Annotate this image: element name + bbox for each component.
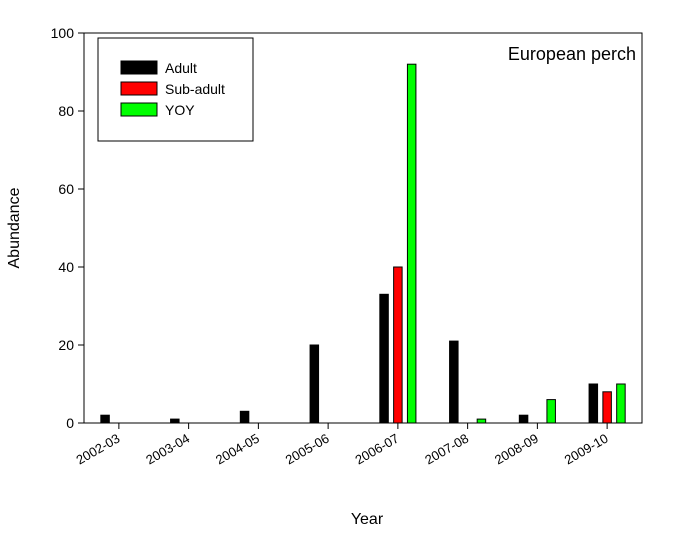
x-tick-label: 2005-06 (283, 431, 332, 468)
y-tick-label: 80 (58, 103, 74, 119)
y-tick-label: 0 (66, 415, 74, 431)
bar-adult-2002-03 (100, 414, 110, 424)
bar-yoy-2009-10 (616, 383, 626, 424)
bar-adult-2009-10 (588, 383, 599, 424)
x-tick-label: 2004-05 (213, 431, 262, 468)
bar-adult-2004-05 (239, 410, 250, 424)
bar-adult-2005-06 (309, 344, 320, 424)
x-tick-label: 2007-08 (422, 431, 471, 468)
bar-adult-2003-04 (170, 418, 180, 424)
legend-label-adult: Adult (165, 60, 197, 76)
y-axis-label: Abundance (6, 187, 23, 268)
x-tick-label: 2002-03 (74, 431, 123, 468)
x-tick-label: 2009-10 (562, 431, 611, 468)
bar-adult-2007-08 (449, 340, 459, 424)
x-ticks: 2002-03 2003-04 2004-05 2005-06 2006-07 2007-… (74, 423, 611, 467)
legend-swatch-sub-adult (120, 81, 158, 96)
y-tick-label: 20 (58, 337, 74, 353)
bar-yoy-2007-08 (476, 418, 487, 424)
bar-sub-adult-2006-07 (393, 266, 403, 424)
bar-adult-2008-09 (518, 414, 529, 424)
y-tick-label: 100 (51, 25, 75, 41)
bar-adult-2006-07 (379, 293, 389, 424)
chart-title: European perch (508, 44, 636, 64)
x-tick-label: 2003-04 (143, 431, 192, 468)
legend-swatch-adult (120, 60, 158, 75)
legend-swatch-yoy (120, 102, 158, 117)
y-tick-label: 60 (58, 181, 74, 197)
bar-yoy-2006-07 (406, 63, 417, 424)
x-axis-label: Year (351, 511, 384, 528)
legend-label-yoy: YOY (165, 102, 195, 118)
bar-sub-adult-2009-10 (602, 391, 612, 424)
legend: Adult Sub-adult YOY (97, 37, 254, 142)
bar-yoy-2008-09 (546, 399, 556, 424)
y-tick-label: 40 (58, 259, 74, 275)
x-tick-label: 2006-07 (353, 431, 402, 468)
y-ticks: 0 20 40 60 80 100 (51, 25, 84, 431)
x-tick-label: 2008-09 (492, 431, 541, 468)
legend-label-sub-adult: Sub-adult (165, 81, 225, 97)
plot-area (83, 32, 643, 424)
